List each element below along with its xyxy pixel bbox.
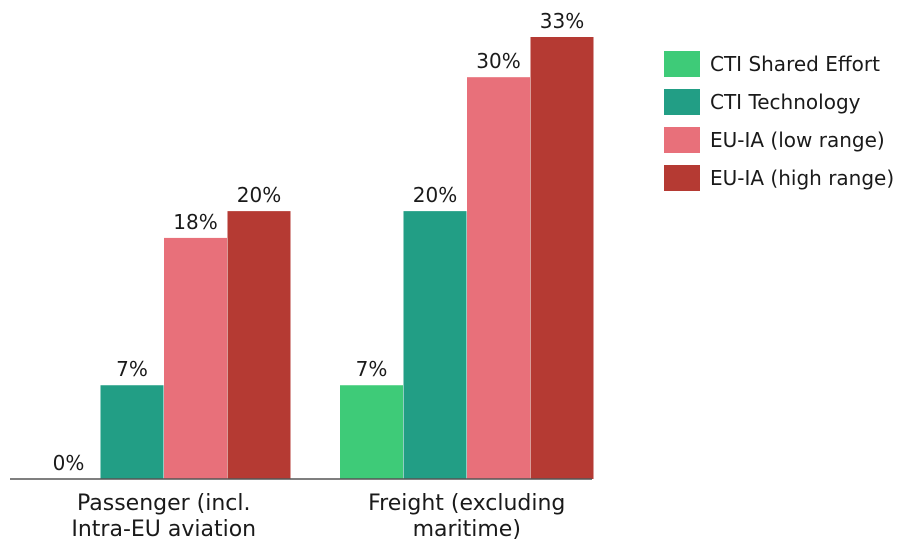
data-label: 20%: [413, 183, 457, 207]
category-label: maritime): [413, 517, 521, 542]
legend-swatch: [664, 165, 700, 191]
data-label: 20%: [237, 183, 281, 207]
data-label: 18%: [173, 210, 217, 234]
legend: CTI Shared Effort CTI Technology EU-IA (lo…: [664, 51, 894, 191]
legend-swatch: [664, 51, 700, 77]
legend-label: CTI Technology: [710, 90, 861, 114]
bar-passenger-series-1: [100, 385, 164, 479]
legend-swatch: [664, 127, 700, 153]
bar-freight-series-1: [403, 211, 467, 479]
value-labels-group: 0% 7% 18% 20% 7% 20% 30% 33%: [53, 9, 585, 475]
category-labels-group: Passenger (incl.Intra-EU aviation Freight…: [71, 491, 565, 542]
data-label: 7%: [116, 357, 148, 381]
legend-swatch: [664, 89, 700, 115]
legend-label: EU-IA (low range): [710, 128, 885, 152]
legend-label: EU-IA (high range): [710, 166, 894, 190]
data-label: 30%: [476, 49, 520, 73]
category-label: Passenger (incl.: [77, 491, 251, 516]
category-label: Intra-EU aviation: [71, 517, 256, 542]
legend-label: CTI Shared Effort: [710, 52, 880, 76]
bar-passenger-series-3: [227, 211, 291, 479]
bar-freight-series-2: [467, 77, 530, 479]
category-label: Freight (excluding: [368, 491, 565, 516]
data-label: 0%: [53, 451, 85, 475]
bar-freight-series-0: [340, 385, 403, 479]
bars-group: [100, 37, 594, 479]
bar-passenger-series-2: [164, 237, 227, 479]
data-label: 7%: [356, 357, 388, 381]
data-label: 33%: [540, 9, 584, 33]
bar-freight-series-3: [530, 37, 594, 479]
